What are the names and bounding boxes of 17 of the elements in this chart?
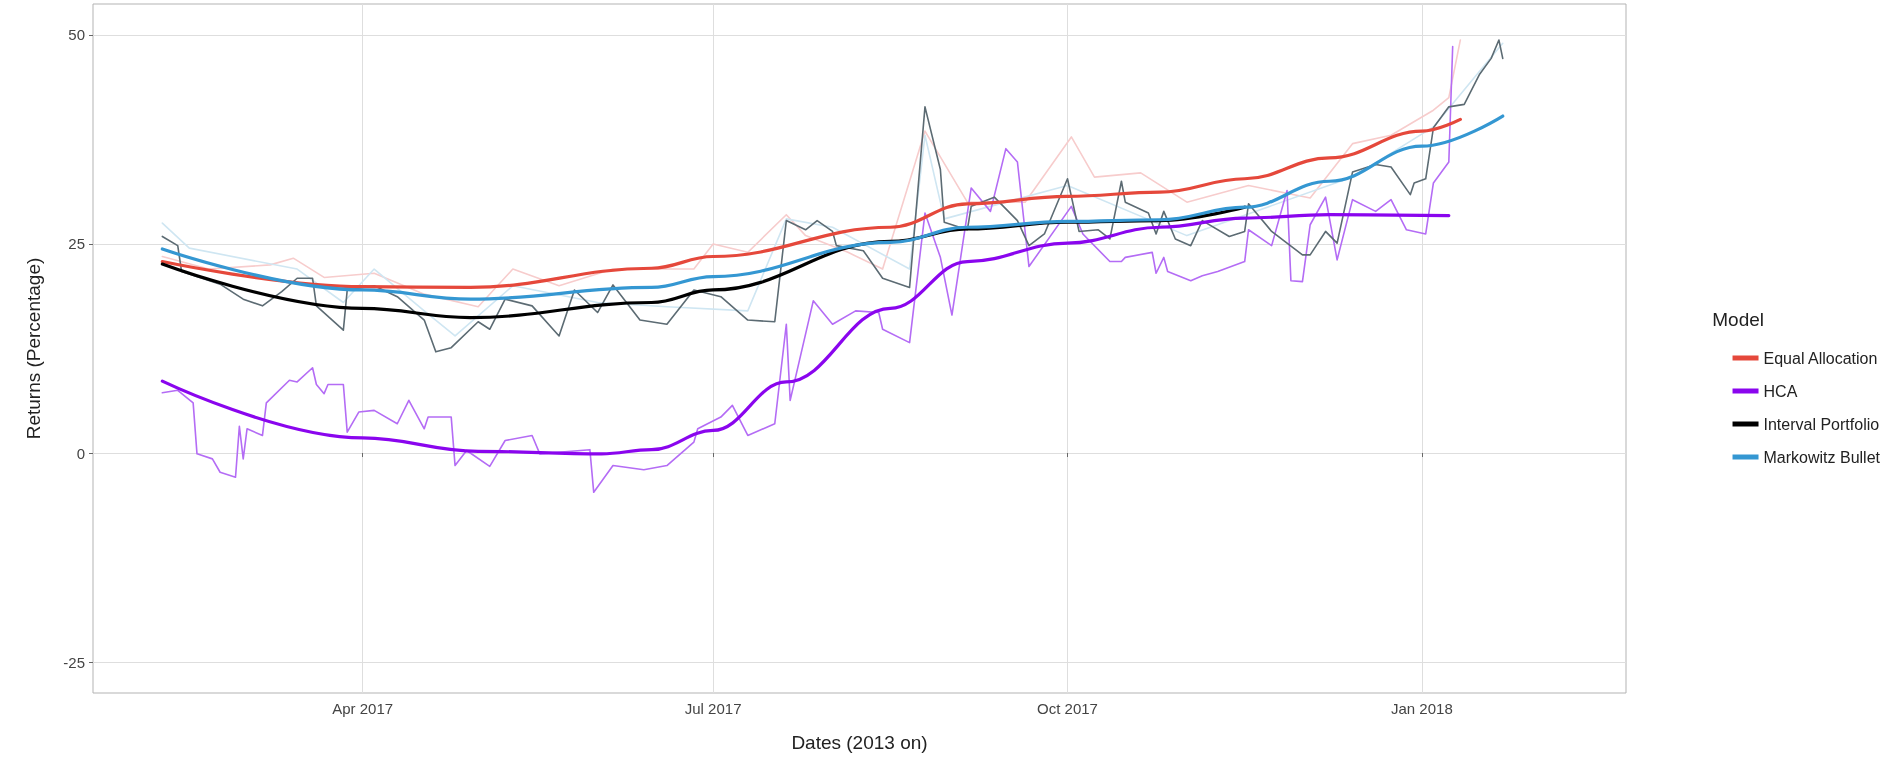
y-tick-label: 25 xyxy=(68,235,85,253)
x-tick-label: Oct 2017 xyxy=(1037,700,1098,717)
y-tick-label: 50 xyxy=(68,26,85,44)
legend-label: HCA xyxy=(1763,382,1798,400)
y-tick-label: -25 xyxy=(63,653,85,671)
legend-title: Model xyxy=(1712,309,1764,330)
legend-label: Interval Portfolio xyxy=(1763,415,1880,433)
x-tick-label: Jan 2018 xyxy=(1390,700,1453,717)
y-axis-title: Returns (Percentage) xyxy=(23,257,44,440)
line-series xyxy=(161,45,1454,494)
legend-label: Equal Allocation xyxy=(1763,349,1878,367)
x-axis-title: Dates (2013 on) xyxy=(791,732,928,753)
x-tick-label: Apr 2017 xyxy=(332,700,394,717)
x-tick-label: Jul 2017 xyxy=(684,700,742,717)
line-series xyxy=(160,213,1451,456)
y-tick-label: 0 xyxy=(76,444,85,462)
legend-label: Markowitz Bullet xyxy=(1763,448,1881,466)
